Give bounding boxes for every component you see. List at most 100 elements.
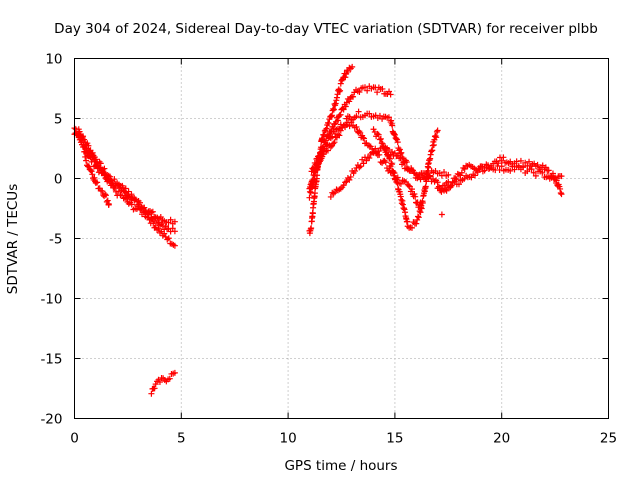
data-point-marker <box>434 179 441 186</box>
data-point-marker <box>86 147 93 154</box>
data-point-marker <box>385 114 392 121</box>
data-point-marker <box>347 173 354 180</box>
data-point-marker <box>328 113 335 120</box>
data-point-marker <box>171 242 178 249</box>
data-point-marker <box>350 93 357 100</box>
data-point-marker <box>123 195 130 202</box>
data-point-marker <box>135 203 142 210</box>
data-point-marker <box>412 193 419 200</box>
data-point-marker <box>325 120 332 127</box>
data-point-marker <box>526 158 533 165</box>
data-point-marker <box>104 197 111 204</box>
data-point-marker <box>101 170 108 177</box>
data-point-marker <box>378 140 385 147</box>
data-point-marker <box>85 163 92 170</box>
data-point-marker <box>87 167 94 174</box>
data-point-marker <box>393 135 400 142</box>
data-point-marker <box>83 157 90 164</box>
data-point-marker <box>137 206 144 213</box>
data-point-marker <box>411 191 418 197</box>
data-point-marker <box>337 127 344 134</box>
data-point-marker <box>382 159 389 166</box>
data-point-marker <box>337 80 344 87</box>
data-point-marker <box>413 220 420 227</box>
data-point-marker <box>140 209 147 216</box>
data-point-marker <box>115 188 122 195</box>
data-point-marker <box>333 94 340 101</box>
data-point-marker <box>346 123 353 130</box>
series-track-d <box>82 153 112 208</box>
data-point-marker <box>522 159 529 166</box>
series-track-c <box>75 126 178 249</box>
data-point-marker <box>150 220 157 227</box>
data-point-marker <box>332 100 339 107</box>
data-point-marker <box>386 155 393 162</box>
data-point-marker <box>363 157 370 164</box>
series-track-n <box>438 211 445 218</box>
data-point-marker <box>329 112 336 119</box>
data-point-marker <box>356 89 363 96</box>
data-point-marker <box>349 63 356 70</box>
data-point-marker <box>394 180 401 187</box>
data-point-marker <box>306 194 313 201</box>
data-point-marker <box>92 179 99 186</box>
x-tick-label: 25 <box>600 431 617 447</box>
data-point-marker <box>121 194 128 201</box>
data-point-marker <box>145 214 152 221</box>
y-tick-label: 10 <box>45 52 62 68</box>
data-point-marker <box>85 142 92 149</box>
data-point-marker <box>171 218 178 225</box>
x-axis-label: GPS time / hours <box>284 458 397 474</box>
data-point-marker <box>90 152 97 159</box>
data-point-marker <box>156 229 163 236</box>
data-point-marker <box>468 174 475 181</box>
data-point-marker <box>386 88 393 95</box>
data-point-marker <box>105 201 112 208</box>
data-point-marker <box>125 200 132 207</box>
data-point-marker <box>386 155 393 162</box>
data-point-marker <box>388 160 395 167</box>
data-point-marker <box>353 124 360 131</box>
data-point-marker <box>430 141 437 148</box>
data-point-marker <box>433 128 440 135</box>
data-point-marker <box>517 157 524 164</box>
data-point-marker <box>389 122 396 129</box>
data-point-marker <box>89 171 96 178</box>
data-point-marker <box>324 147 331 154</box>
data-point-marker <box>414 213 421 220</box>
data-point-marker <box>455 181 462 188</box>
data-point-marker <box>377 135 384 142</box>
data-point-marker <box>458 169 465 176</box>
data-point-marker <box>394 139 401 146</box>
data-point-marker <box>332 130 339 137</box>
data-point-marker <box>443 187 450 194</box>
data-point-marker <box>361 84 368 91</box>
data-point-marker <box>539 169 546 176</box>
data-point-marker <box>558 173 565 180</box>
data-point-marker <box>171 228 178 235</box>
data-point-marker <box>391 131 398 138</box>
data-point-marker <box>380 144 387 151</box>
y-tick-label: 5 <box>54 112 63 128</box>
data-point-marker <box>432 132 439 139</box>
data-point-marker <box>507 158 514 165</box>
y-tick-label: 0 <box>54 172 63 188</box>
data-point-marker <box>327 193 334 200</box>
data-point-marker <box>447 183 454 190</box>
data-point-marker <box>530 169 537 176</box>
data-point-marker <box>387 91 394 98</box>
data-point-marker <box>327 143 334 150</box>
data-point-marker <box>330 140 337 147</box>
data-point-marker <box>408 224 415 231</box>
data-point-marker <box>316 158 323 165</box>
data-point-marker <box>376 136 383 143</box>
data-point-marker <box>99 188 106 195</box>
data-point-marker <box>91 174 98 181</box>
data-point-marker <box>333 97 340 104</box>
data-point-marker <box>149 216 156 223</box>
data-point-marker <box>167 216 174 223</box>
data-point-marker <box>498 157 505 164</box>
data-point-marker <box>331 139 338 146</box>
data-point-marker <box>149 208 156 215</box>
data-point-marker <box>314 164 321 171</box>
